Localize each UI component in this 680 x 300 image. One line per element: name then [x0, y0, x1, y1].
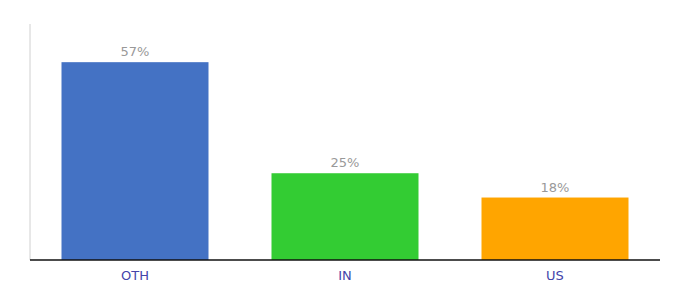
bar — [272, 173, 419, 260]
x-tick-label: IN — [338, 268, 352, 283]
bars — [62, 62, 629, 260]
chart: OTH IN US 57% 25% 18% — [0, 0, 680, 300]
x-tick-label: OTH — [121, 268, 149, 283]
x-tick-label: US — [546, 268, 564, 283]
data-label: 25% — [331, 155, 360, 170]
x-axis-line — [30, 259, 660, 261]
bar — [482, 198, 629, 260]
y-axis-line — [30, 24, 31, 260]
chart-container: OTH IN US 57% 25% 18% — [0, 0, 680, 300]
bar — [62, 62, 209, 260]
data-label: 57% — [121, 44, 150, 59]
data-label: 18% — [541, 180, 570, 195]
